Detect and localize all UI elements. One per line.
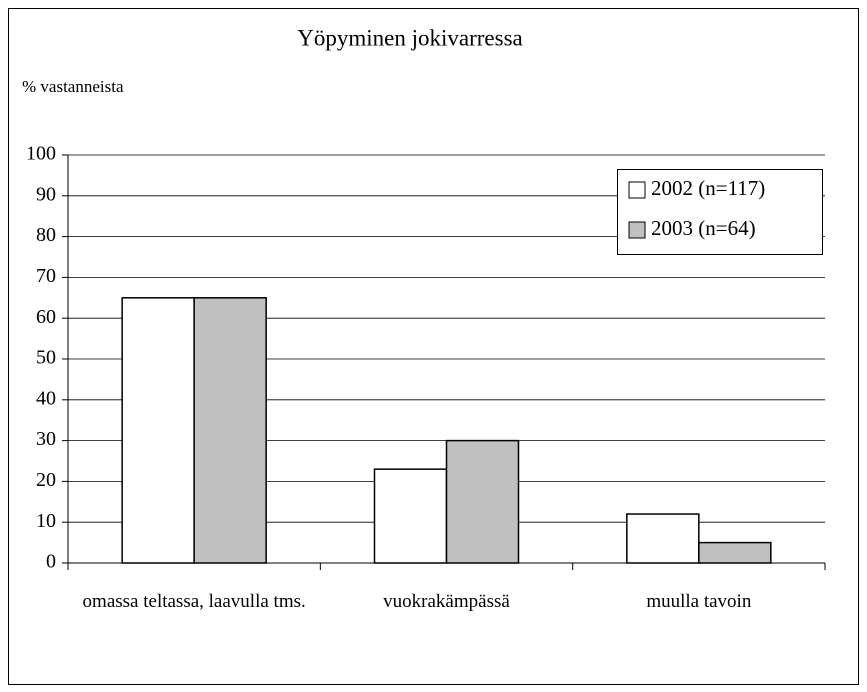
- x-tick-label: omassa teltassa, laavulla tms.: [82, 591, 306, 612]
- y-tick-label: 70: [36, 265, 56, 287]
- x-tick-label: vuokrakämpässä: [383, 591, 510, 612]
- bar: [626, 513, 700, 564]
- y-tick-label: 90: [36, 183, 56, 205]
- y-tick-label: 100: [26, 143, 56, 165]
- bar: [373, 468, 448, 564]
- y-tick-label: 50: [36, 347, 56, 369]
- y-tick-label: 0: [46, 551, 56, 573]
- y-tick-label: 20: [36, 469, 56, 491]
- y-tick-label: 80: [36, 224, 56, 246]
- legend-swatch: [628, 181, 646, 199]
- y-tick-label: 30: [36, 428, 56, 450]
- chart-title: Yöpyminen jokivarressa: [297, 25, 522, 50]
- legend-label: 2002 (n=117): [651, 176, 765, 200]
- bar: [698, 541, 772, 564]
- y-tick-label: 10: [36, 510, 56, 532]
- bar: [121, 297, 195, 564]
- legend-swatch: [628, 221, 646, 239]
- y-axis-label: % vastanneista: [22, 77, 124, 96]
- legend-box: [617, 169, 823, 255]
- y-tick-label: 60: [36, 306, 56, 328]
- legend-label: 2003 (n=64): [651, 216, 756, 240]
- x-tick-label: muulla tavoin: [646, 591, 752, 612]
- y-tick-label: 40: [36, 387, 56, 409]
- bar: [445, 439, 520, 564]
- bar: [193, 297, 267, 564]
